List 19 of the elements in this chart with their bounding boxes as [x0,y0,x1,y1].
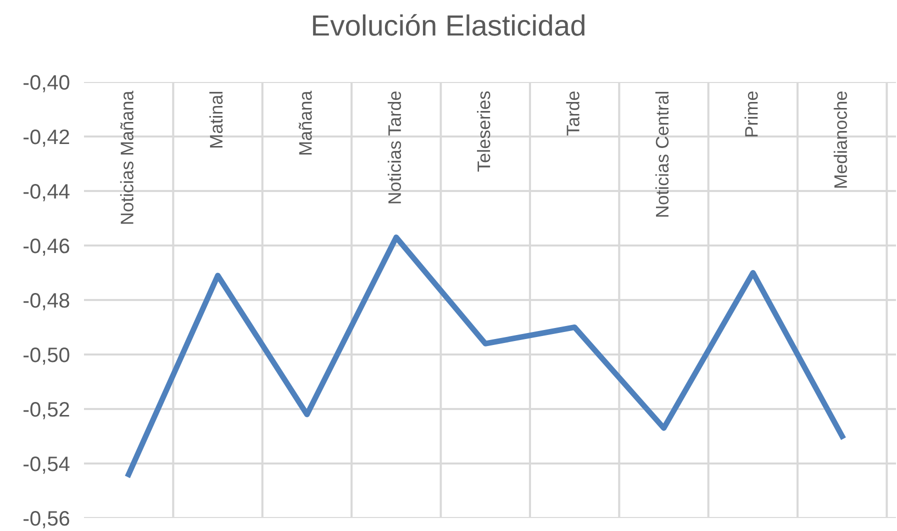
y-tick-label: -0,48 [24,293,70,310]
x-tick-label: Noticias Tarde [388,92,402,204]
y-tick-label: -0,50 [24,348,70,365]
x-tick-label: Noticias Mañana [120,90,134,224]
x-tick-label: Medianoche [834,92,848,188]
x-tick-label: Prime [744,92,758,136]
y-tick-label: -0,40 [24,75,70,92]
x-tick-label: Mañana [298,90,312,154]
x-tick-label: Tarde [566,92,580,136]
y-tick-label: -0,46 [24,238,70,256]
y-tick-label: -0,44 [24,184,70,202]
y-tick-label: -0,54 [24,456,70,474]
chart-title: Evolución Elasticidad [313,14,584,36]
y-tick-label: -0,52 [24,402,70,420]
y-tick-label: -0,42 [24,130,70,147]
x-tick-label: Noticias Central [655,92,669,217]
x-tick-label: Matinal [209,92,223,148]
x-tick-label: Teleseries [476,91,490,172]
y-tick-label: -0,56 [24,511,70,528]
